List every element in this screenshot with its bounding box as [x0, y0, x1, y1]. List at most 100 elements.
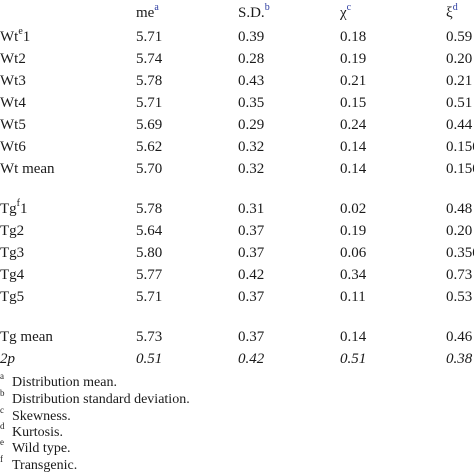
row-label: Wt3	[0, 73, 26, 89]
cell-chi: 0.14	[340, 161, 367, 177]
cell-chi: 0.24	[340, 117, 367, 133]
cell-chi: 0.14	[340, 329, 367, 345]
cell-xi: 0.46	[446, 329, 473, 345]
header-sd: S.D.b	[238, 2, 270, 22]
row-label: Wt6	[0, 139, 26, 155]
footnote-mark: e	[0, 437, 4, 448]
cell-xi: 0.38	[446, 351, 473, 367]
cell-sd: 0.43	[238, 73, 265, 89]
table-row: Wt2 5.74 0.28 0.19 0.20	[0, 48, 474, 70]
cell-chi: 0.14	[340, 139, 367, 155]
table-row: Tg5 5.71 0.37 0.11 0.53	[0, 286, 474, 308]
cell-xi: 0.21	[446, 73, 473, 89]
cell-chi: 0.19	[340, 223, 367, 239]
cell-me: 5.74	[136, 51, 163, 67]
footnote-mark: a	[0, 371, 4, 382]
cell-sd: 0.37	[238, 223, 265, 239]
cell-me: 5.77	[136, 267, 163, 283]
cell-chi: 0.19	[340, 51, 367, 67]
cell-xi: 0.20	[446, 51, 473, 67]
footnote-mark: c	[0, 405, 4, 416]
cell-sd: 0.39	[238, 29, 265, 45]
row-label: 2p	[0, 351, 15, 367]
cell-me: 5.78	[136, 73, 163, 89]
table-row: Tg3 5.80 0.37 0.06 0.350	[0, 242, 474, 264]
cell-me: 5.71	[136, 29, 163, 45]
cell-sd: 0.31	[238, 201, 265, 217]
table-row: Wt4 5.71 0.35 0.15 0.51	[0, 92, 474, 114]
cell-me: 5.70	[136, 161, 163, 177]
cell-me: 5.71	[136, 289, 163, 305]
table-row: Wt6 5.62 0.32 0.14 0.150	[0, 136, 474, 158]
cell-me: 5.62	[136, 139, 163, 155]
footnote-text: Skewness.	[12, 409, 71, 424]
table-row: Wt5 5.69 0.29 0.24 0.44	[0, 114, 474, 136]
cell-chi: 0.21	[340, 73, 367, 89]
row-label: Tgf1	[0, 198, 28, 218]
cell-chi: 0.11	[340, 289, 366, 305]
cell-xi: 0.73	[446, 267, 473, 283]
cell-xi: 0.150	[446, 161, 474, 177]
cell-xi: 0.150	[446, 139, 474, 155]
header-xi: ξd	[446, 2, 458, 22]
footnote-text: Transgenic.	[12, 458, 78, 473]
cell-me: 5.69	[136, 117, 163, 133]
row-label: Wt2	[0, 51, 26, 67]
cell-me: 5.78	[136, 201, 163, 217]
cell-chi: 0.06	[340, 245, 367, 261]
cell-xi: 0.20	[446, 223, 473, 239]
footnote: f Transgenic.	[0, 454, 77, 475]
cell-sd: 0.29	[238, 117, 265, 133]
cell-sd: 0.35	[238, 95, 265, 111]
cell-me: 0.51	[136, 351, 163, 367]
table-row-2p: 2p 0.51 0.42 0.51 0.38	[0, 348, 474, 370]
footnote-mark: b	[0, 388, 5, 399]
footnote-mark: f	[0, 454, 3, 465]
footnote-mark: d	[0, 421, 5, 432]
cell-chi: 0.51	[340, 351, 367, 367]
cell-xi: 0.51	[446, 95, 473, 111]
row-label: Tg5	[0, 289, 25, 305]
cell-sd: 0.42	[238, 351, 265, 367]
table-header-row: mea S.D.b χc ξd	[0, 2, 474, 24]
cell-sd: 0.37	[238, 245, 265, 261]
table-row: Tgf1 5.78 0.31 0.02 0.48	[0, 198, 474, 220]
cell-sd: 0.32	[238, 161, 265, 177]
row-label: Tg2	[0, 223, 25, 239]
header-chi: χc	[340, 2, 352, 22]
row-label: Tg3	[0, 245, 25, 261]
table-row: Wte1 5.71 0.39 0.18 0.59	[0, 26, 474, 48]
row-label: Tg4	[0, 267, 25, 283]
cell-xi: 0.44	[446, 117, 473, 133]
cell-sd: 0.42	[238, 267, 265, 283]
footnote-text: Distribution mean.	[12, 375, 117, 390]
cell-me: 5.80	[136, 245, 163, 261]
cell-sd: 0.32	[238, 139, 265, 155]
row-label: Wt mean	[0, 161, 55, 177]
cell-chi: 0.18	[340, 29, 367, 45]
cell-xi: 0.48	[446, 201, 473, 217]
footnote: c Skewness.	[0, 405, 71, 426]
cell-chi: 0.02	[340, 201, 367, 217]
cell-me: 5.73	[136, 329, 163, 345]
row-label: Wt4	[0, 95, 26, 111]
footnote: a Distribution mean.	[0, 371, 117, 392]
cell-chi: 0.15	[340, 95, 367, 111]
table-row: Tg2 5.64 0.37 0.19 0.20	[0, 220, 474, 242]
cell-me: 5.71	[136, 95, 163, 111]
footnote-text: Distribution standard deviation.	[12, 392, 190, 407]
header-me: mea	[136, 2, 159, 22]
table-row-mean: Tg mean 5.73 0.37 0.14 0.46	[0, 326, 474, 348]
cell-xi: 0.53	[446, 289, 473, 305]
cell-sd: 0.37	[238, 329, 265, 345]
cell-xi: 0.59	[446, 29, 473, 45]
footnote: e Wild type.	[0, 437, 71, 458]
footnote-text: Kurtosis.	[12, 425, 63, 440]
cell-me: 5.64	[136, 223, 163, 239]
cell-sd: 0.37	[238, 289, 265, 305]
table-row: Wt3 5.78 0.43 0.21 0.21	[0, 70, 474, 92]
table-row-mean: Wt mean 5.70 0.32 0.14 0.150	[0, 158, 474, 180]
cell-sd: 0.28	[238, 51, 265, 67]
table-row: Tg4 5.77 0.42 0.34 0.73	[0, 264, 474, 286]
